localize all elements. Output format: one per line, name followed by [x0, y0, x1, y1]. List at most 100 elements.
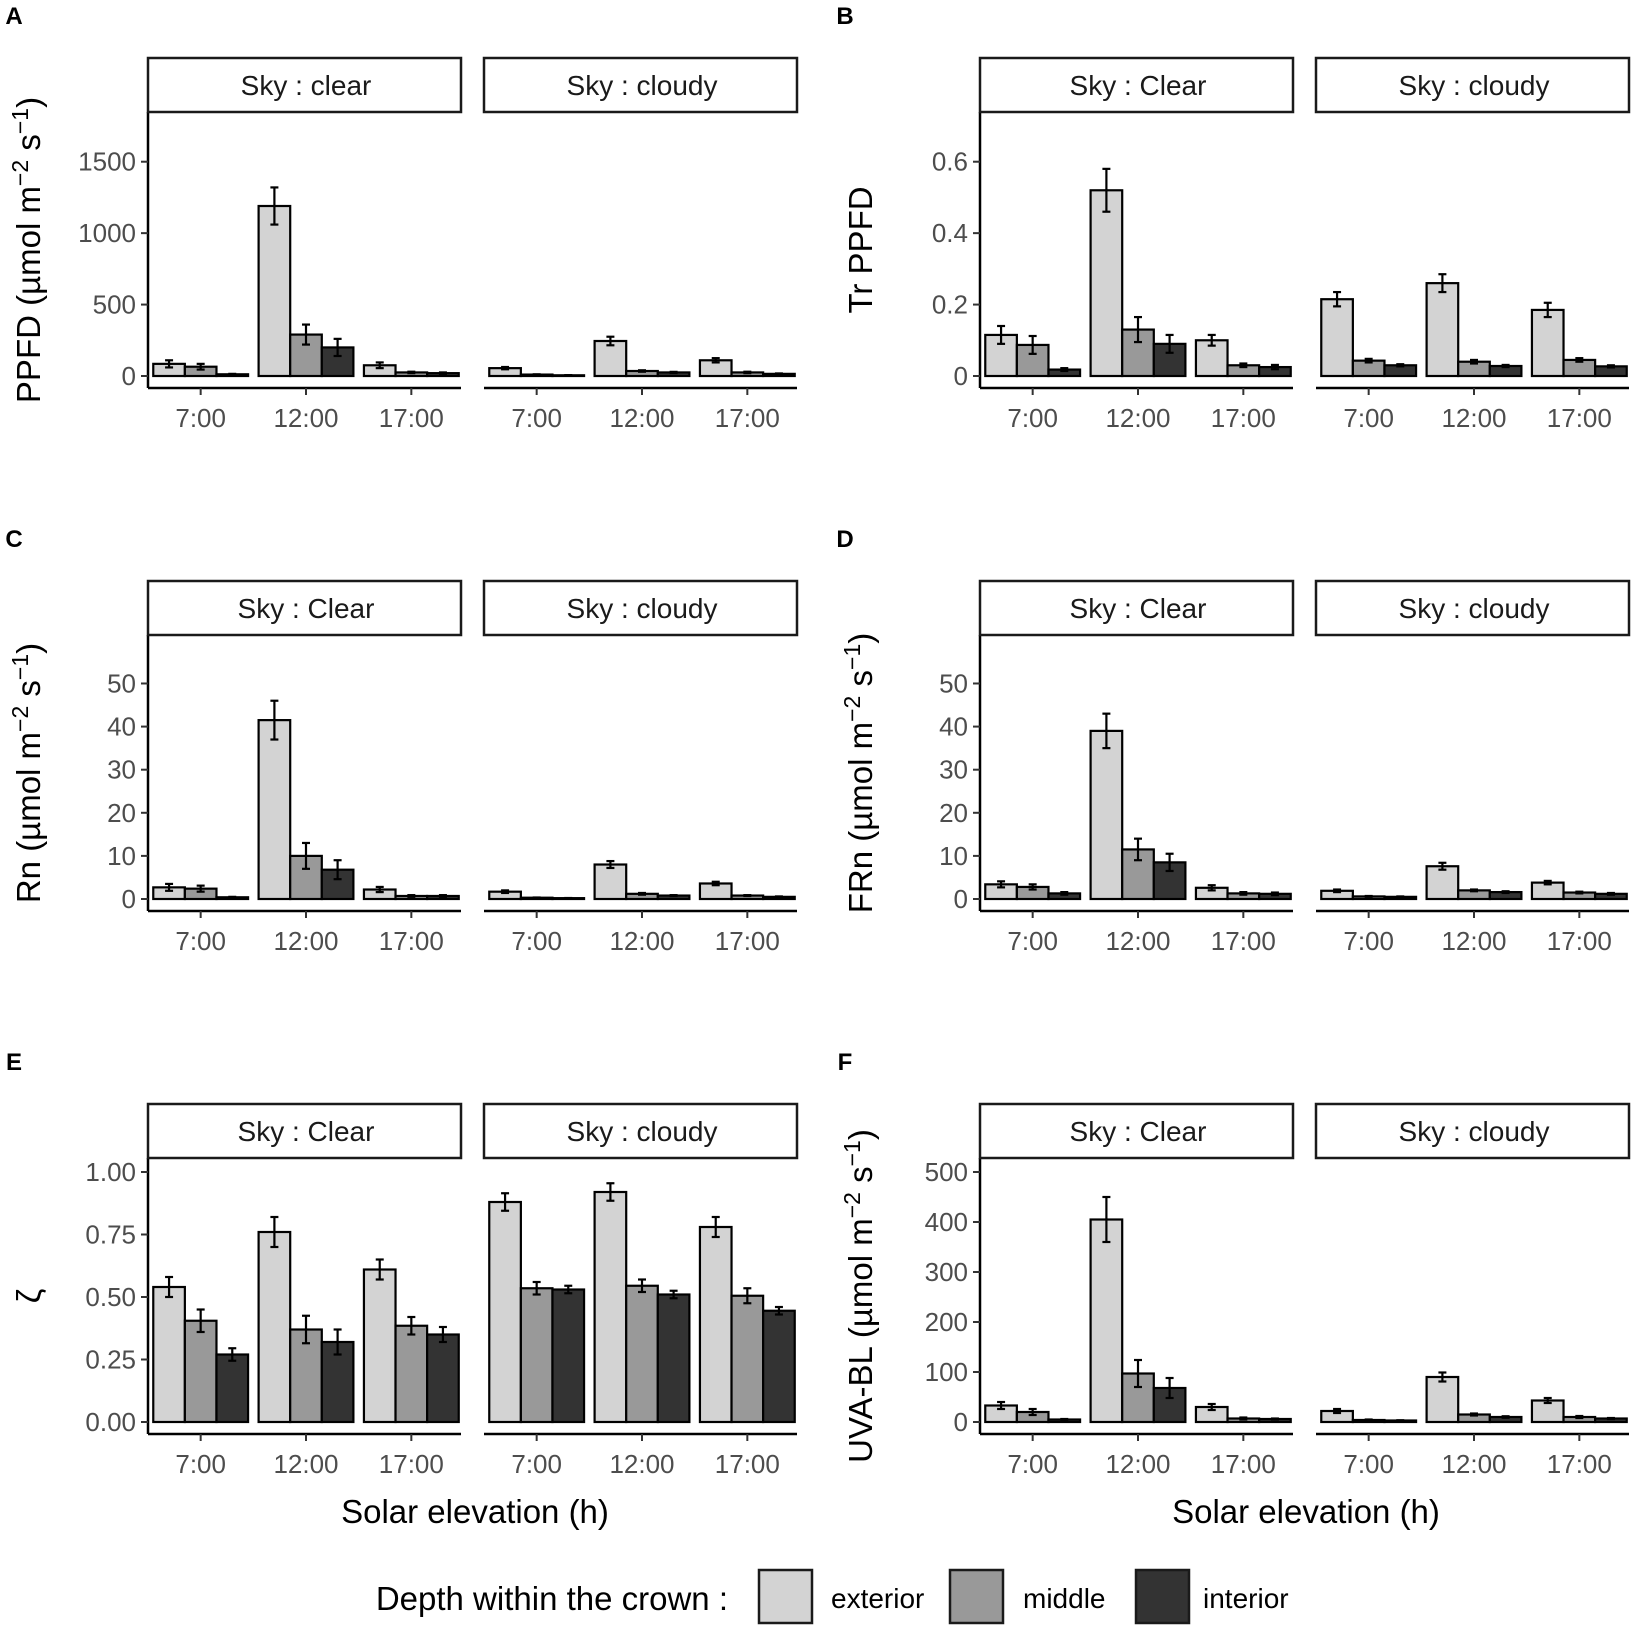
facet-strip-label: Sky : Clear [1070, 593, 1207, 624]
y-axis-title: FRn (µmol m−2 s−1) [839, 633, 879, 914]
y-tick-label: 0.4 [932, 218, 968, 248]
x-tick-label: 7:00 [511, 926, 562, 956]
y-tick-label: 50 [939, 668, 968, 698]
panel-C: C 0 10 20 30 40 50 Rn (µmol m−2 s−1) Sky : Clear… [5, 526, 799, 956]
bar-exterior [1425, 865, 1460, 901]
facet-clear: Sky : Clear 7:00 12:00 17:00 [146, 1102, 463, 1479]
x-tick-label: 17:00 [1547, 926, 1612, 956]
y-tick-label: 200 [925, 1307, 968, 1337]
x-axis-title-right: Solar elevation (h) [1172, 1493, 1440, 1530]
facet-strip [482, 579, 799, 637]
x-tick-label: 7:00 [511, 403, 562, 433]
bar-exterior [257, 719, 292, 901]
y-axis-title-sup1: −2 [7, 706, 33, 732]
legend-label-exterior: exterior [831, 1583, 924, 1614]
panel-letter: A [5, 3, 22, 30]
panel-letter: F [838, 1049, 853, 1076]
bar-exterior [257, 1230, 292, 1424]
y-tick-label: 300 [925, 1257, 968, 1287]
y-tick-label: 0.25 [85, 1345, 136, 1375]
x-tick-label: 17:00 [715, 1449, 780, 1479]
bar-exterior [152, 1285, 186, 1424]
bar-middle [730, 1294, 765, 1424]
y-axis-title: PPFD (µmol m−2 s−1) [7, 97, 47, 403]
y-axis-title-sup2: −1 [7, 108, 33, 134]
x-tick-label: 17:00 [1211, 926, 1276, 956]
bar-exterior [257, 204, 292, 378]
bar-exterior [593, 339, 628, 378]
y-axis-title-suffix: ) [842, 1129, 879, 1140]
y-tick-label: 20 [107, 798, 136, 828]
bar-exterior [1320, 298, 1354, 378]
x-tick-label: 7:00 [1007, 403, 1058, 433]
facet-clear: Sky : Clear 7:00 12:00 17:00 [978, 56, 1295, 433]
y-axis-title-prefix: PPFD (µmol m [10, 186, 47, 403]
bar-exterior [1089, 729, 1124, 901]
x-tick-label: 12:00 [1441, 926, 1506, 956]
x-tick-label: 12:00 [609, 926, 674, 956]
x-tick-label: 7:00 [1007, 926, 1058, 956]
x-tick-label: 7:00 [175, 403, 226, 433]
y-axis-title-sup1: −2 [7, 160, 33, 186]
facet-strip-label: Sky : cloudy [567, 70, 718, 101]
bar-exterior [362, 1268, 397, 1424]
panel-letter: E [6, 1049, 22, 1076]
panel-letter: B [836, 3, 853, 30]
x-axis-title-left: Solar elevation (h) [341, 1493, 609, 1530]
bar-interior [215, 1353, 250, 1424]
facet-cloudy: Sky : cloudy 7:00 12:00 17:00 [482, 1102, 799, 1479]
y-tick-label: 30 [939, 755, 968, 785]
bar-exterior [488, 1200, 522, 1424]
y-tick-label: 500 [925, 1157, 968, 1187]
y-tick-label: 0.75 [85, 1220, 136, 1250]
panel-B: B 0 0.2 0.4 0.6 Tr PPFD Sky : Clear 7:00 12:00 17… [836, 3, 1631, 433]
y-tick-label: 0 [122, 361, 136, 391]
y-axis-title-sup2: −1 [839, 1140, 865, 1166]
bar-interior [656, 1293, 691, 1424]
x-tick-label: 12:00 [609, 1449, 674, 1479]
bar-interior [426, 1333, 460, 1424]
y-axis-title-suffix: ) [10, 97, 47, 108]
y-axis-title-sup1: −2 [839, 696, 865, 722]
facet-strip [978, 1102, 1295, 1160]
legend-label-interior: interior [1203, 1583, 1289, 1614]
y-tick-label: 500 [93, 290, 136, 320]
x-tick-label: 7:00 [1343, 403, 1394, 433]
bar-middle [289, 333, 323, 378]
y-tick-label: 400 [925, 1207, 968, 1237]
y-tick-label: 10 [939, 841, 968, 871]
y-tick-label: 1.00 [85, 1157, 136, 1187]
bar-exterior [593, 863, 628, 901]
bar-exterior [1089, 189, 1124, 378]
x-tick-label: 12:00 [273, 926, 338, 956]
y-tick-label: 0.50 [85, 1282, 136, 1312]
x-tick-label: 12:00 [1441, 403, 1506, 433]
bar-exterior [1194, 339, 1229, 378]
y-axis-title: UVA-BL (µmol m−2 s−1) [839, 1129, 879, 1463]
facet-strip-label: Sky : cloudy [1399, 593, 1550, 624]
y-axis-title: Tr PPFD [842, 186, 879, 313]
bar-exterior [1530, 308, 1565, 378]
y-axis-title: Rn (µmol m−2 s−1) [7, 643, 47, 903]
facet-strip [482, 56, 799, 114]
panel-A: A 0 500 1000 1500 PPFD (µmol m−2 s−1) Sky : cl… [5, 3, 799, 433]
facet-strip-label: Sky : Clear [1070, 1116, 1207, 1147]
facet-clear: Sky : Clear 7:00 12:00 17:00 [978, 579, 1295, 956]
x-tick-label: 12:00 [273, 403, 338, 433]
y-tick-label: 40 [939, 712, 968, 742]
y-tick-label: 0.6 [932, 147, 968, 177]
y-tick-label: 30 [107, 755, 136, 785]
y-tick-label: 100 [925, 1357, 968, 1387]
facet-strip [978, 579, 1295, 637]
bar-interior [762, 1309, 796, 1424]
facet-strip [1314, 579, 1631, 637]
y-axis-title-suffix: ) [10, 643, 47, 654]
facet-strip-label: Sky : Clear [238, 593, 375, 624]
legend-title: Depth within the crown : [376, 1580, 728, 1617]
x-tick-label: 7:00 [1343, 926, 1394, 956]
x-tick-label: 17:00 [1547, 1449, 1612, 1479]
y-axis-title-sup2: −1 [839, 644, 865, 670]
x-tick-label: 12:00 [1441, 1449, 1506, 1479]
legend-label-middle: middle [1023, 1583, 1105, 1614]
bar-exterior [1425, 1375, 1460, 1424]
